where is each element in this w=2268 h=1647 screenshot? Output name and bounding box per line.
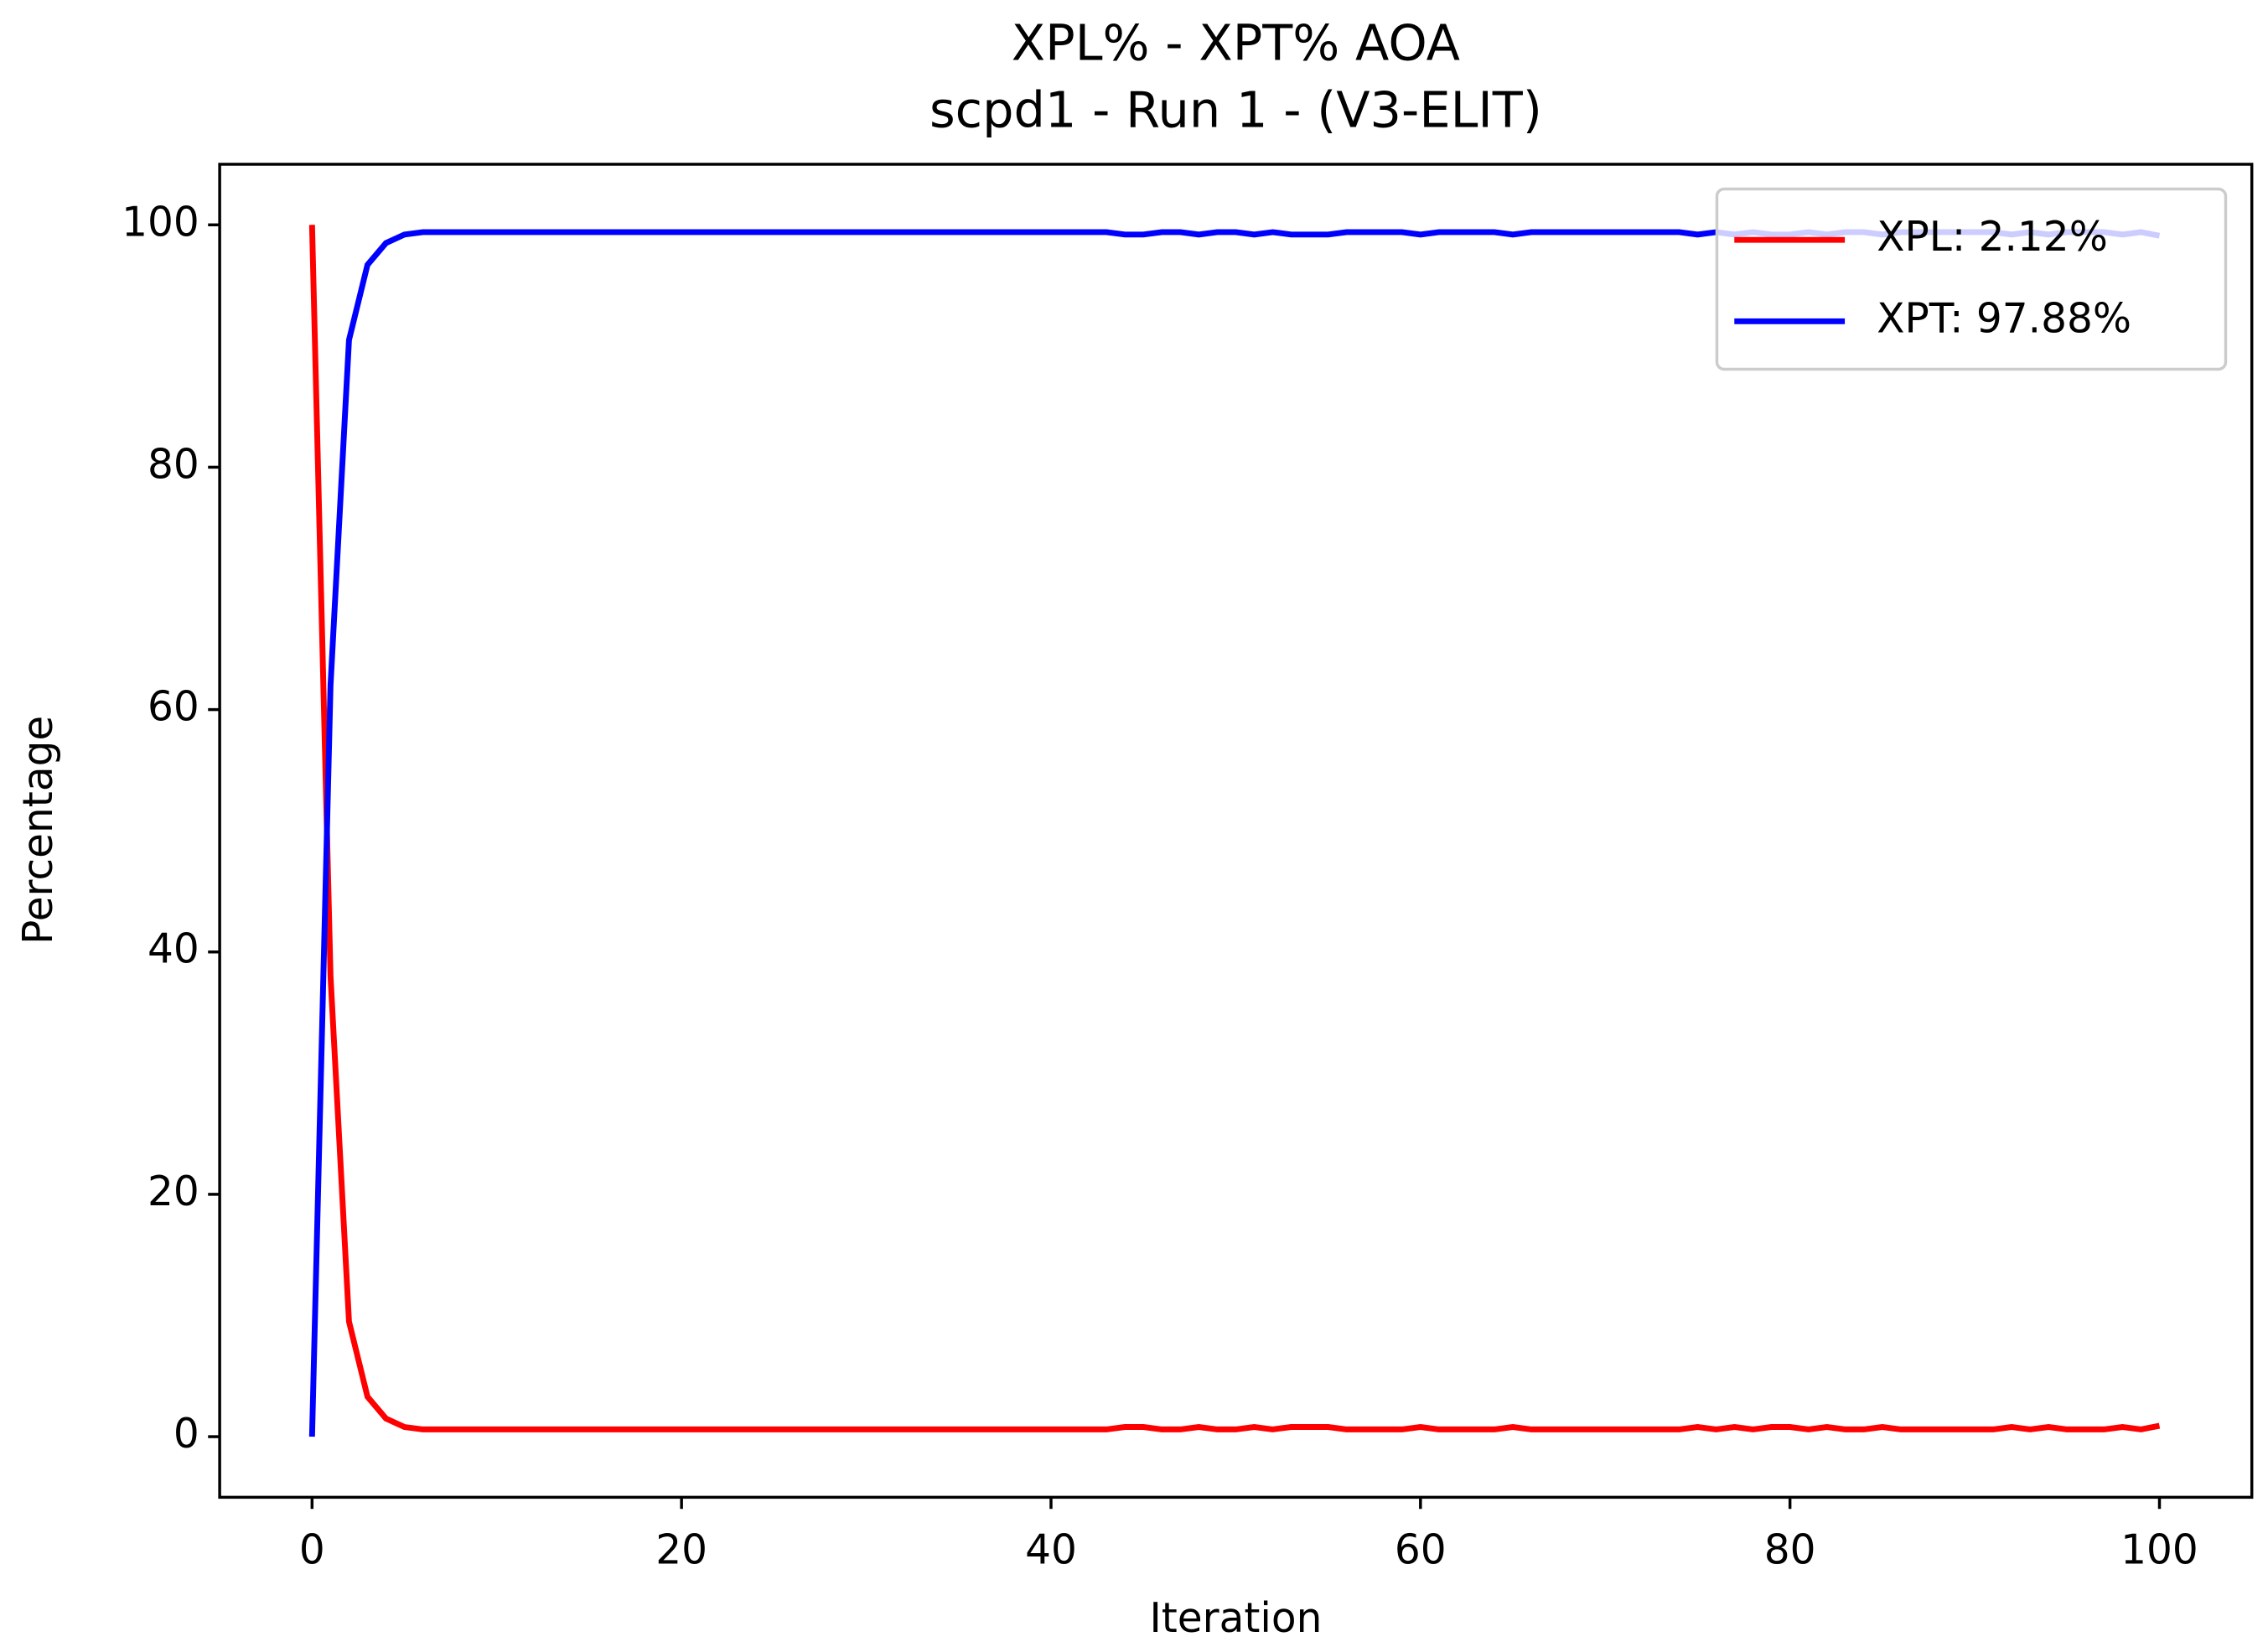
x-tick-label: 80 xyxy=(1764,1526,1816,1573)
y-tick-label: 40 xyxy=(148,926,199,973)
legend-label: XPT: 97.88% xyxy=(1877,295,2131,342)
legend-label: XPL: 2.12% xyxy=(1877,214,2108,261)
y-axis-label: Percentage xyxy=(15,716,62,945)
y-tick-label: 60 xyxy=(148,684,199,731)
x-tick-label: 100 xyxy=(2120,1526,2198,1573)
x-tick-label: 20 xyxy=(655,1526,707,1573)
x-axis-label: Iteration xyxy=(1149,1595,1322,1642)
x-tick-label: 60 xyxy=(1395,1526,1447,1573)
y-tick-label: 0 xyxy=(173,1411,199,1458)
y-tick-label: 20 xyxy=(148,1168,199,1215)
chart-title: XPL% - XPT% AOA xyxy=(1012,14,1460,72)
series-line xyxy=(308,225,2161,1432)
x-tick-label: 40 xyxy=(1025,1526,1077,1573)
x-tick-label: 0 xyxy=(299,1526,325,1573)
chart-subtitle: scpd1 - Run 1 - (V3-ELIT) xyxy=(929,80,1542,138)
y-tick-label: 100 xyxy=(122,199,199,246)
plot-frame xyxy=(218,163,2254,1499)
y-tick-label: 80 xyxy=(148,441,199,488)
